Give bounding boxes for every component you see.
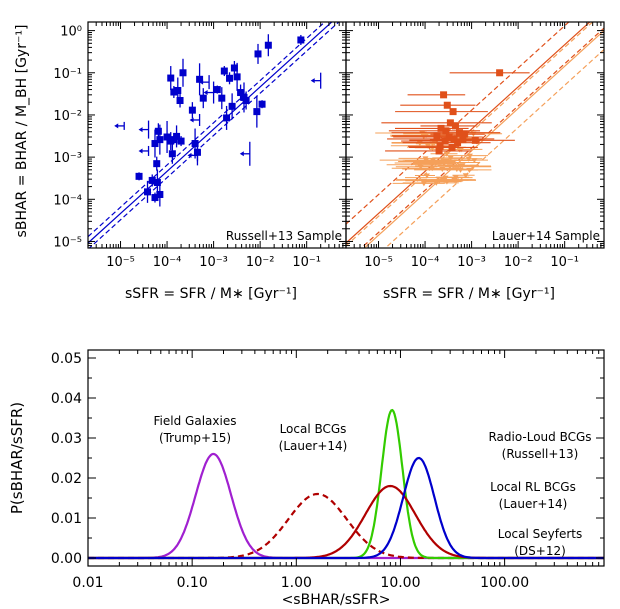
curve-annotation: (Trump+15) bbox=[159, 431, 231, 445]
x-tick-label: 0.01 bbox=[72, 575, 103, 591]
data-point bbox=[155, 128, 162, 135]
y-tick-label: 10⁻² bbox=[53, 109, 82, 124]
y-axis-label: P(sBHAR/sSFR) bbox=[8, 402, 26, 514]
data-point bbox=[450, 108, 457, 115]
data-point bbox=[154, 179, 161, 186]
data-point bbox=[223, 114, 230, 121]
data-point bbox=[156, 136, 163, 143]
data-point bbox=[226, 75, 233, 82]
data-point bbox=[440, 91, 447, 98]
y-tick-label: 0.01 bbox=[51, 511, 82, 527]
data-point bbox=[218, 95, 225, 102]
y-tick-label: 0.00 bbox=[51, 551, 82, 567]
relation-line-light bbox=[346, 12, 604, 246]
data-point bbox=[442, 127, 449, 134]
data-point bbox=[189, 107, 196, 114]
data-point bbox=[449, 144, 456, 151]
y-tick-label: 10⁻³ bbox=[53, 151, 82, 166]
upper-limit-arrowhead bbox=[114, 123, 118, 128]
data-point bbox=[259, 101, 266, 108]
y-tick-label: 0.02 bbox=[51, 471, 82, 487]
x-tick-label: 10⁻⁴ bbox=[153, 255, 182, 270]
data-point bbox=[174, 87, 181, 94]
upper-limit-arrowhead bbox=[311, 78, 315, 83]
curve-annotation: Radio-Loud BCGs bbox=[488, 430, 591, 444]
y-tick-label: 0.03 bbox=[51, 431, 82, 447]
russell-data bbox=[88, 3, 346, 250]
x-tick-label: 10⁻² bbox=[504, 255, 533, 270]
curve-annotation: Field Galaxies bbox=[154, 414, 237, 428]
x-tick-label: 10⁻¹ bbox=[550, 255, 579, 270]
curve-annotation: (Lauer+14) bbox=[499, 497, 568, 511]
x-tick-label: 1.00 bbox=[281, 575, 312, 591]
y-tick-label: 10⁰ bbox=[60, 25, 82, 40]
upper-limit-arrowhead bbox=[204, 90, 208, 95]
y-tick-label: 0.05 bbox=[51, 351, 82, 367]
y-axis-label: sBHAR = BHAR / M_BH [Gyr⁻¹] bbox=[14, 25, 30, 238]
x-tick-label: 10⁻⁵ bbox=[364, 255, 393, 270]
data-point bbox=[200, 95, 207, 102]
upper-limit-arrowhead bbox=[139, 127, 143, 132]
lauer-panel: 10⁻⁵ 10⁻⁴ 10⁻³ 10⁻² 10⁻¹ sSFR = SFR / M∗ [Gyr… bbox=[346, 0, 604, 302]
data-point bbox=[265, 42, 272, 49]
lauer-annotation: Lauer+14 Sample bbox=[492, 229, 600, 243]
curve-annotation: Local Seyferts bbox=[498, 527, 583, 541]
x-tick-label: 10⁻⁴ bbox=[411, 255, 440, 270]
data-point bbox=[136, 173, 143, 180]
data-point bbox=[433, 132, 440, 139]
y-tick-label: 0.04 bbox=[51, 391, 82, 407]
data-point bbox=[253, 108, 260, 115]
relation-line bbox=[88, 3, 346, 237]
data-point bbox=[153, 160, 160, 167]
curve-annotation: Local BCGs bbox=[280, 422, 347, 436]
relation-line bbox=[88, 15, 346, 249]
curve-annotation: (Russell+13) bbox=[502, 447, 579, 461]
upper-limit-arrowhead bbox=[190, 117, 194, 122]
russell-annotation: Russell+13 Sample bbox=[226, 229, 342, 243]
x-tick-label: 10⁻³ bbox=[457, 255, 486, 270]
data-point bbox=[444, 102, 451, 109]
data-point bbox=[229, 103, 236, 110]
relation-line-dark bbox=[346, 28, 604, 262]
y-tick-label: 10⁻¹ bbox=[53, 67, 82, 82]
data-point bbox=[169, 150, 176, 157]
x-tick-label: 10⁻² bbox=[246, 255, 275, 270]
distribution-panel: 0.01 0.10 1.00 10.00 100.00 0.00 0.01 0.02 0.03 0… bbox=[8, 350, 604, 608]
data-point bbox=[144, 188, 151, 195]
x-axis-label: sSFR = SFR / M∗ [Gyr⁻¹] bbox=[125, 286, 297, 302]
data-point bbox=[164, 134, 171, 141]
curve-annotation: (DS+12) bbox=[514, 544, 566, 558]
x-tick-label: 10⁻⁵ bbox=[106, 255, 135, 270]
data-point bbox=[496, 69, 503, 76]
x-tick-label: 10⁻¹ bbox=[292, 255, 321, 270]
x-tick-label: 10⁻³ bbox=[199, 255, 228, 270]
curve-annotation: Local RL BCGs bbox=[490, 480, 576, 494]
y-tick-label: 10⁻⁴ bbox=[53, 193, 82, 208]
y-tick-label: 10⁻⁵ bbox=[53, 235, 82, 250]
data-point bbox=[255, 50, 262, 57]
data-point bbox=[234, 73, 241, 80]
relation-line bbox=[88, 9, 346, 243]
data-point bbox=[472, 137, 479, 144]
data-point bbox=[436, 147, 443, 154]
x-axis-label: sSFR = SFR / M∗ [Gyr⁻¹] bbox=[383, 286, 555, 302]
lauer-frame bbox=[346, 22, 604, 248]
x-tick-label: 0.10 bbox=[177, 575, 208, 591]
data-point bbox=[167, 75, 174, 82]
data-point bbox=[221, 68, 228, 75]
russell-panel: 10⁻⁵ 10⁻⁴ 10⁻³ 10⁻² 10⁻¹ 10⁰ 10⁻¹ 10⁻² 10⁻³ 10⁻⁴ 1… bbox=[14, 3, 346, 302]
data-point bbox=[214, 86, 221, 93]
data-point bbox=[177, 97, 184, 104]
x-tick-label: 100.00 bbox=[480, 575, 529, 591]
upper-limit-arrowhead bbox=[139, 148, 143, 153]
x-axis-label: <sBHAR/sSFR> bbox=[282, 592, 391, 608]
x-tick-label: 10.00 bbox=[380, 575, 420, 591]
upper-limit-arrowhead bbox=[240, 151, 244, 156]
data-point bbox=[178, 138, 185, 145]
data-point bbox=[297, 36, 304, 43]
data-point bbox=[179, 69, 186, 76]
curve-annotation: (Lauer+14) bbox=[279, 439, 348, 453]
data-point bbox=[243, 97, 250, 104]
